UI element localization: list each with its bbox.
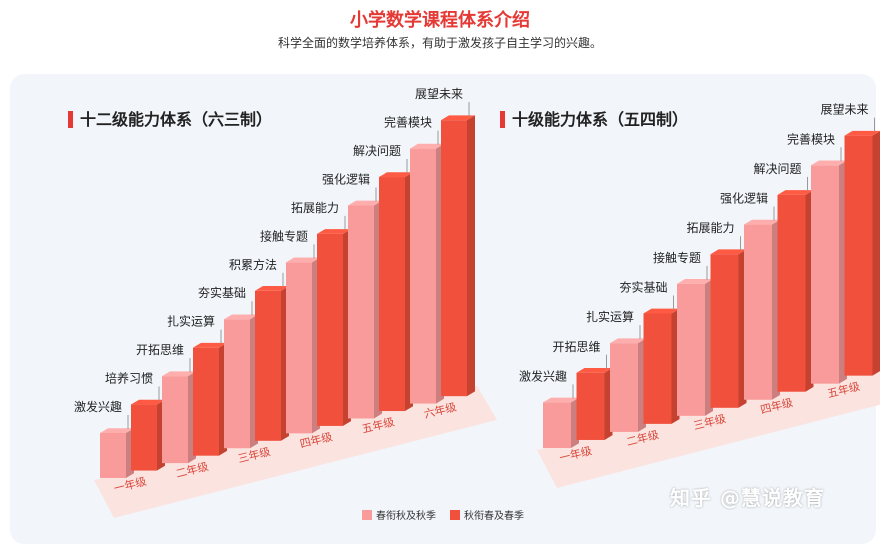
legend-label-dark: 秋衔春及春季	[464, 507, 524, 522]
bar	[711, 254, 739, 408]
legend-item-dark: 秋衔春及春季	[450, 507, 524, 522]
level-label: 积累方法	[229, 257, 277, 272]
bar	[577, 373, 605, 440]
bar	[131, 405, 157, 471]
chart-title-marker	[68, 111, 73, 128]
chart-title: 十级能力体系（五四制）	[512, 110, 688, 129]
level-label: 完善模块	[384, 115, 432, 130]
bar	[317, 234, 343, 426]
bar	[379, 177, 405, 411]
bar	[811, 165, 839, 383]
level-label: 拓展能力	[686, 221, 734, 235]
chart-title-marker	[500, 111, 505, 128]
bar	[348, 205, 374, 418]
bar	[410, 149, 436, 404]
level-label: 开拓思维	[136, 343, 184, 357]
bar	[744, 225, 772, 400]
bar	[441, 120, 467, 396]
bar	[286, 262, 312, 433]
level-label: 接触专题	[653, 250, 701, 265]
level-label: 扎实运算	[586, 309, 634, 324]
legend-swatch-dark	[450, 510, 460, 520]
watermark: 知乎 @慧说教育	[670, 482, 825, 511]
level-label: 拓展能力	[291, 201, 339, 215]
legend-label-light: 春衔秋及秋季	[376, 507, 436, 522]
bar	[193, 348, 219, 456]
charts-canvas: 十二级能力体系（六三制）一年级二年级三年级四年级五年级六年级激发兴趣培养习惯开拓…	[0, 0, 880, 531]
bar	[255, 291, 281, 441]
level-label: 接触专题	[260, 228, 308, 243]
bar	[162, 376, 188, 463]
bar-side	[873, 131, 880, 376]
bar	[610, 343, 638, 432]
bar	[845, 136, 873, 376]
level-label: 解决问题	[353, 144, 401, 158]
bar	[677, 284, 705, 416]
chart-title: 十二级能力体系（六三制）	[80, 110, 272, 129]
level-label: 夯实基础	[198, 285, 246, 300]
legend: 春衔秋及秋季 秋衔春及春季	[362, 507, 524, 522]
level-label: 激发兴趣	[519, 368, 567, 383]
level-label: 展望未来	[415, 87, 463, 101]
level-label: 开拓思维	[552, 340, 600, 354]
legend-swatch-light	[362, 510, 372, 520]
bar	[100, 433, 126, 478]
bar	[543, 402, 571, 448]
level-label: 强化逻辑	[720, 192, 768, 206]
bar	[778, 195, 806, 392]
bar	[224, 319, 250, 448]
level-label: 强化逻辑	[322, 172, 370, 186]
bar	[644, 313, 672, 423]
bar-side	[467, 115, 475, 396]
level-label: 激发兴趣	[74, 399, 122, 414]
level-label: 解决问题	[753, 162, 801, 176]
level-label: 扎实运算	[167, 314, 215, 329]
legend-item-light: 春衔秋及秋季	[362, 507, 436, 522]
level-label: 展望未来	[820, 103, 868, 117]
level-label: 夯实基础	[619, 279, 667, 294]
level-label: 培养习惯	[105, 371, 153, 386]
level-label: 完善模块	[787, 131, 835, 146]
